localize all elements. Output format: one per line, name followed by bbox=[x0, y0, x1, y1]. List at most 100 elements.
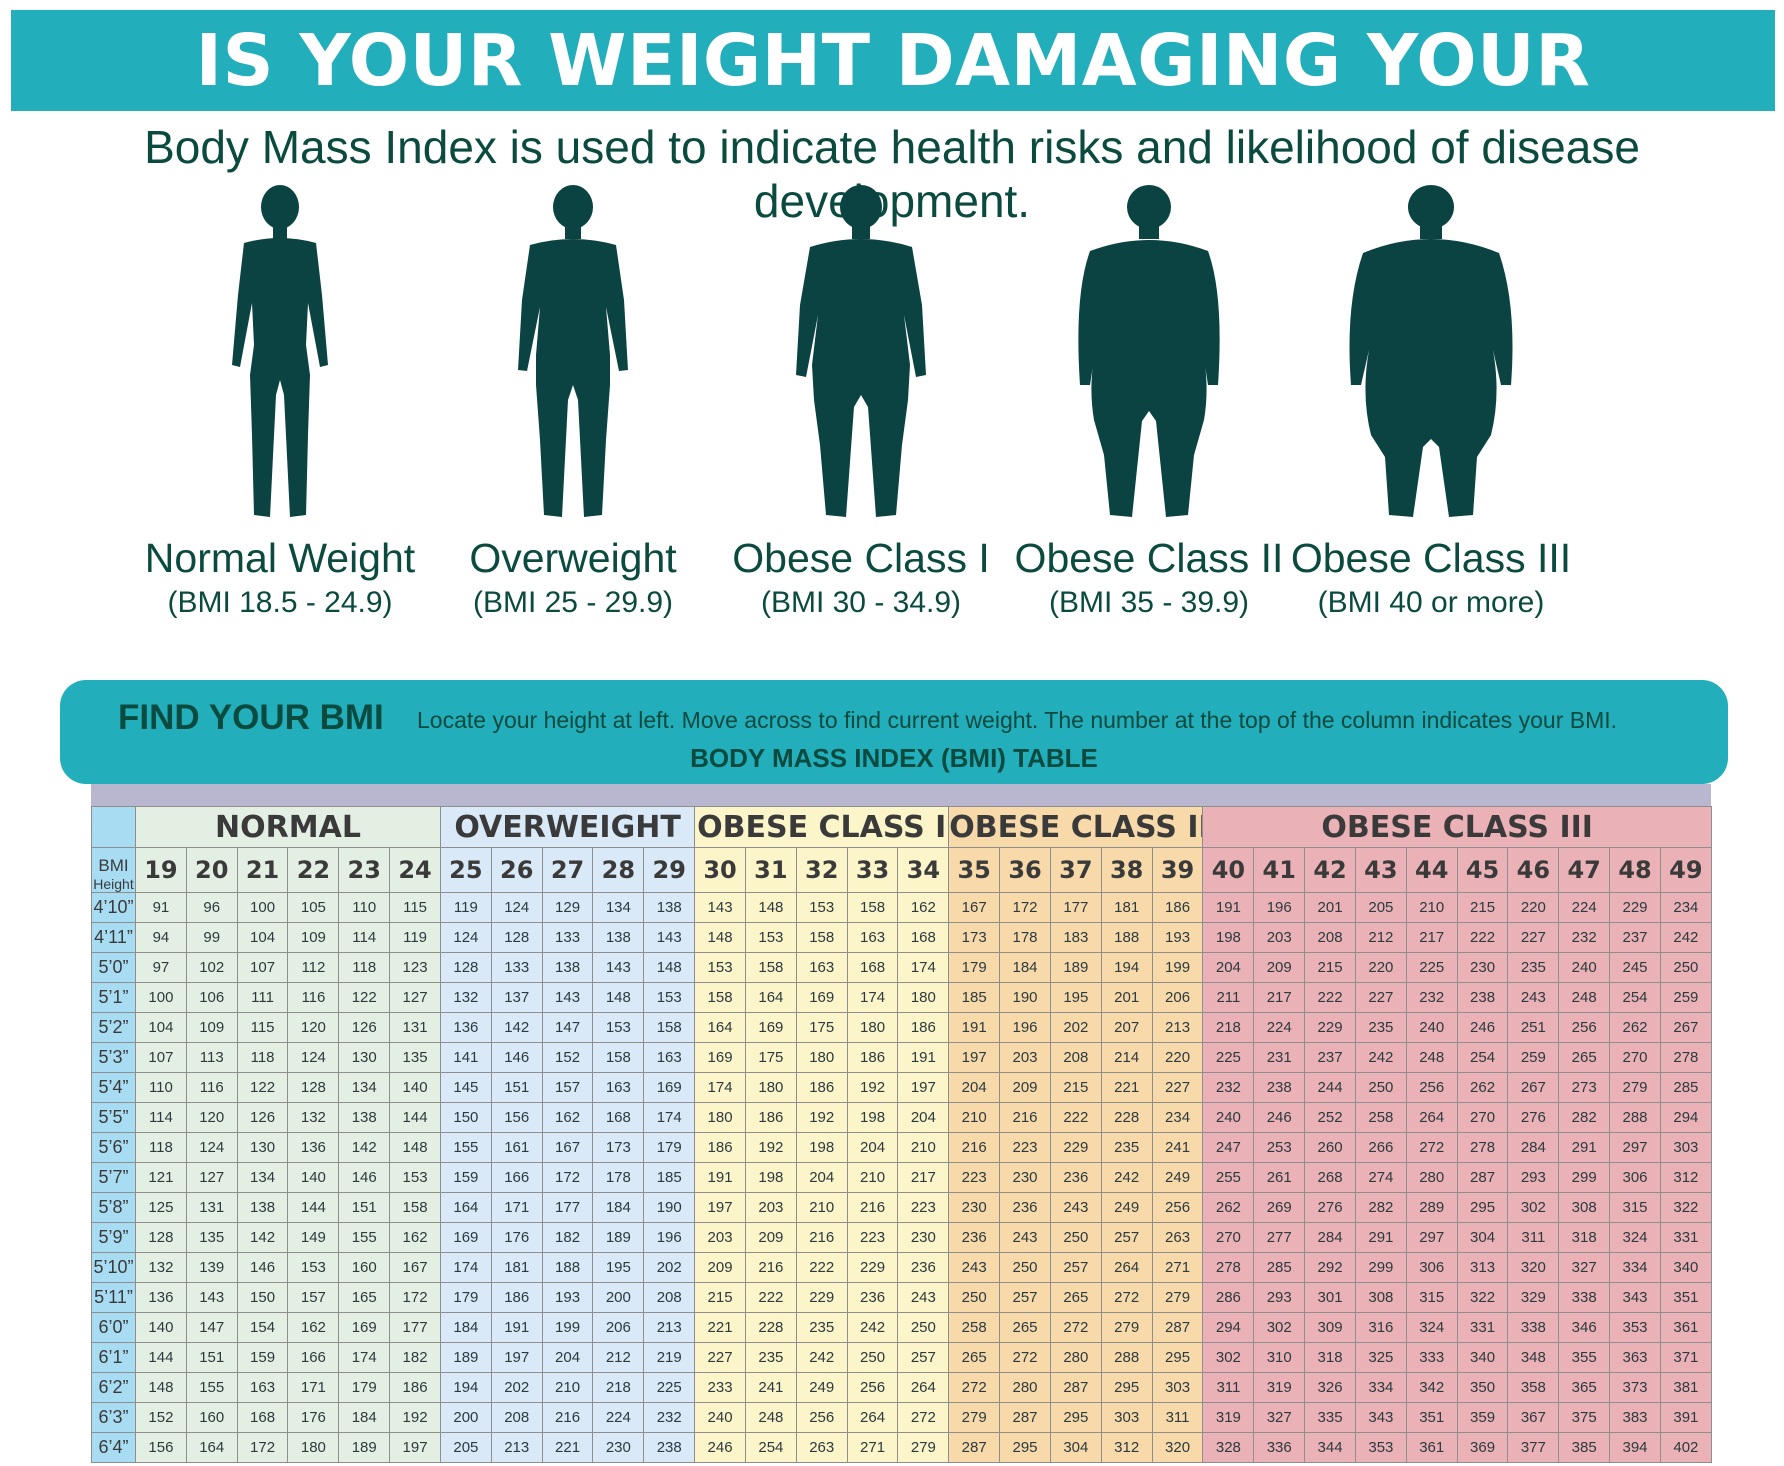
weight-cell: 394 bbox=[1609, 1432, 1661, 1463]
find-bmi-title: FIND YOUR BMI bbox=[118, 698, 384, 737]
weight-cell: 309 bbox=[1304, 1312, 1356, 1343]
normal-silhouette-icon bbox=[232, 185, 328, 517]
weight-cell: 303 bbox=[1100, 1402, 1153, 1433]
bmi-value-header: 46 bbox=[1507, 847, 1560, 893]
weight-cell: 264 bbox=[846, 1402, 899, 1433]
weight-cell: 241 bbox=[744, 1372, 797, 1403]
weight-cell: 319 bbox=[1202, 1402, 1255, 1433]
weight-cell: 128 bbox=[135, 1222, 187, 1253]
weight-cell: 153 bbox=[389, 1162, 441, 1193]
weight-cell: 297 bbox=[1609, 1132, 1661, 1163]
height-cell: 5’2” bbox=[91, 1012, 136, 1043]
weight-cell: 94 bbox=[135, 922, 187, 953]
weight-cell: 162 bbox=[897, 892, 950, 923]
weight-cell: 227 bbox=[1151, 1072, 1204, 1103]
weight-cell: 205 bbox=[439, 1432, 492, 1463]
weight-cell: 243 bbox=[999, 1222, 1051, 1253]
table-row: 4’11” 94 99 104 109 114 119 124 128 133 138 143 148 1… bbox=[91, 922, 1712, 953]
table-row: 5’4” 110 116 122 128 134 140 145 151 157 163 169 174… bbox=[91, 1072, 1712, 1103]
weight-cell: 237 bbox=[1609, 922, 1661, 953]
weight-cell: 279 bbox=[948, 1402, 1001, 1433]
weight-cell: 179 bbox=[948, 952, 1001, 983]
find-bmi-instructions: Locate your height at left. Move across … bbox=[417, 707, 1618, 733]
weight-cell: 107 bbox=[135, 1042, 187, 1073]
weight-cell: 210 bbox=[795, 1192, 848, 1223]
weight-cell: 112 bbox=[287, 952, 340, 983]
height-cell: 5’11” bbox=[91, 1282, 136, 1313]
weight-cell: 285 bbox=[1659, 1072, 1712, 1103]
weight-cell: 130 bbox=[338, 1042, 391, 1073]
weight-cell: 140 bbox=[389, 1072, 441, 1103]
weight-cell: 174 bbox=[897, 952, 950, 983]
weight-cell: 105 bbox=[287, 892, 340, 923]
bmi-value-header: 44 bbox=[1405, 847, 1458, 893]
weight-cell: 124 bbox=[287, 1042, 340, 1073]
bmi-value-header: 26 bbox=[490, 847, 543, 893]
weight-cell: 272 bbox=[1100, 1282, 1153, 1313]
weight-cell: 246 bbox=[1253, 1102, 1306, 1133]
weight-cell: 238 bbox=[643, 1432, 696, 1463]
weight-cell: 225 bbox=[1202, 1042, 1255, 1073]
weight-cell: 250 bbox=[846, 1342, 899, 1373]
weight-cell: 340 bbox=[1659, 1252, 1712, 1283]
weight-cell: 132 bbox=[439, 982, 492, 1013]
bmi-table-container: NORMAL OVERWEIGHT OBESE CLASS I OBESE CLASS… bbox=[91, 784, 1712, 1463]
weight-cell: 191 bbox=[948, 1012, 1001, 1043]
table-row: 5’3” 107 113 118 124 130 135 141 146 152 158 163 169… bbox=[91, 1042, 1712, 1073]
height-cell: 6’4” bbox=[91, 1432, 136, 1463]
weight-cell: 107 bbox=[236, 952, 289, 983]
weight-cell: 126 bbox=[236, 1102, 289, 1133]
weight-cell: 158 bbox=[846, 892, 899, 923]
weight-cell: 327 bbox=[1253, 1402, 1306, 1433]
weight-cell: 402 bbox=[1659, 1432, 1712, 1463]
weight-cell: 203 bbox=[744, 1192, 797, 1223]
weight-cell: 129 bbox=[541, 892, 594, 923]
weight-cell: 200 bbox=[439, 1402, 492, 1433]
weight-cell: 143 bbox=[541, 982, 594, 1013]
weight-cell: 203 bbox=[694, 1222, 746, 1253]
weight-cell: 344 bbox=[1304, 1432, 1356, 1463]
weight-cell: 287 bbox=[1151, 1312, 1204, 1343]
weight-cell: 138 bbox=[643, 892, 696, 923]
weight-cell: 164 bbox=[694, 1012, 746, 1043]
weight-cell: 212 bbox=[592, 1342, 645, 1373]
weight-cell: 205 bbox=[1354, 892, 1407, 923]
weight-cell: 143 bbox=[694, 892, 746, 923]
weight-cell: 158 bbox=[694, 982, 746, 1013]
weight-cell: 272 bbox=[897, 1402, 950, 1433]
weight-cell: 174 bbox=[846, 982, 899, 1013]
weight-cell: 320 bbox=[1151, 1432, 1204, 1463]
weight-cell: 295 bbox=[1151, 1342, 1204, 1373]
weight-cell: 123 bbox=[389, 952, 441, 983]
weight-cell: 199 bbox=[541, 1312, 594, 1343]
table-row: 5’9” 128 135 142 149 155 162 169 176 182 189 196 203… bbox=[91, 1222, 1712, 1253]
figure-bmi-range: (BMI 30 - 34.9) bbox=[760, 586, 962, 619]
weight-cell: 213 bbox=[643, 1312, 696, 1343]
weight-cell: 278 bbox=[1456, 1132, 1509, 1163]
weight-cell: 210 bbox=[948, 1102, 1001, 1133]
weight-cell: 148 bbox=[592, 982, 645, 1013]
bmi-height-label-cell: BMI Height bbox=[91, 847, 136, 893]
weight-cell: 153 bbox=[795, 892, 848, 923]
weight-cell: 198 bbox=[846, 1102, 899, 1133]
weight-cell: 318 bbox=[1304, 1342, 1356, 1373]
weight-cell: 246 bbox=[1456, 1012, 1509, 1043]
weight-cell: 365 bbox=[1558, 1372, 1611, 1403]
weight-cell: 153 bbox=[694, 952, 746, 983]
weight-cell: 163 bbox=[846, 922, 899, 953]
weight-cell: 287 bbox=[1049, 1372, 1102, 1403]
weight-cell: 153 bbox=[744, 922, 797, 953]
weight-cell: 231 bbox=[1253, 1042, 1306, 1073]
weight-cell: 235 bbox=[795, 1312, 848, 1343]
weight-cell: 293 bbox=[1253, 1282, 1306, 1313]
weight-cell: 125 bbox=[135, 1192, 187, 1223]
height-cell: 6’3” bbox=[91, 1402, 136, 1433]
weight-cell: 287 bbox=[999, 1402, 1051, 1433]
weight-cell: 270 bbox=[1456, 1102, 1509, 1133]
weight-cell: 257 bbox=[1100, 1222, 1153, 1253]
weight-cell: 172 bbox=[999, 892, 1051, 923]
weight-cell: 230 bbox=[897, 1222, 950, 1253]
weight-cell: 293 bbox=[1507, 1162, 1560, 1193]
weight-cell: 278 bbox=[1659, 1042, 1712, 1073]
weight-cell: 224 bbox=[1253, 1012, 1306, 1043]
